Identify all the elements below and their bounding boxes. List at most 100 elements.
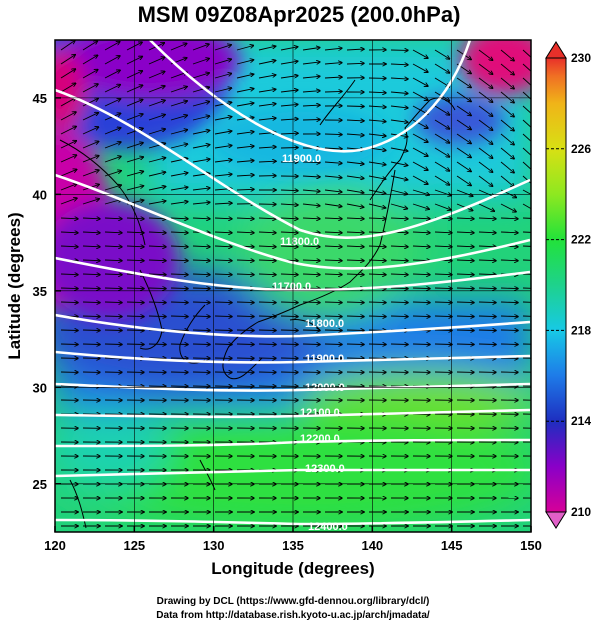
wind-arrow [412, 232, 430, 233]
wind-arrow [148, 100, 165, 107]
wind-arrow [368, 302, 386, 303]
contour-line [55, 438, 531, 448]
wind-arrow [368, 344, 386, 345]
wind-arrow [126, 218, 144, 219]
wind-arrow [126, 143, 143, 149]
wind-arrow [478, 77, 493, 88]
y-axis-ticks: 25 30 35 40 45 [33, 91, 531, 492]
wind-arrow [324, 232, 342, 233]
wind-arrow [500, 119, 514, 131]
wind-arrow [302, 316, 320, 317]
wind-arrow [390, 175, 408, 180]
wind-arrow [192, 102, 209, 107]
wind-arrow [104, 70, 120, 79]
wind-arrow [170, 316, 188, 317]
wind-arrow [346, 203, 364, 207]
credit-line-2: Data from http://database.rish.kyoto-u.a… [156, 610, 430, 621]
wind-arrow [258, 302, 276, 303]
wind-arrow [82, 84, 98, 93]
wind-arrow [478, 147, 493, 158]
wind-arrow [280, 204, 298, 205]
wind-arrow [60, 55, 75, 65]
wind-arrow [456, 330, 474, 331]
wind-arrow [324, 134, 342, 135]
wind-arrow [522, 105, 531, 114]
wind-arrow [60, 98, 76, 107]
wind-arrow [434, 288, 452, 289]
wind-arrow [346, 246, 364, 247]
wind-arrow [500, 316, 518, 317]
wind-arrow [302, 260, 320, 261]
wind-arrow [236, 60, 254, 65]
wind-arrow [346, 120, 364, 121]
wind-arrow [412, 274, 430, 275]
wind-arrow [456, 161, 471, 172]
wind-arrow [412, 175, 428, 184]
wind-arrow [390, 260, 408, 261]
wind-arrow [104, 316, 122, 317]
wind-arrow [324, 260, 342, 261]
wind-arrow [170, 260, 188, 261]
wind-arrow [412, 302, 430, 303]
wind-arrow [302, 120, 320, 121]
wind-arrow [412, 288, 430, 289]
wind-arrow [434, 274, 452, 275]
wind-arrow [82, 55, 98, 65]
wind-arrow [346, 63, 364, 64]
wind-arrow [60, 302, 78, 303]
wind-arrow [170, 187, 188, 191]
wind-arrow [346, 218, 364, 219]
contour-label: 11900.0 [282, 153, 321, 165]
wind-arrow [236, 316, 254, 317]
wind-arrow [302, 302, 320, 303]
wind-arrow [60, 246, 78, 247]
wind-arrow [500, 175, 514, 187]
wind-arrow [126, 246, 144, 247]
wind-arrow [192, 344, 210, 345]
contour-label: 11900.0 [305, 353, 344, 365]
wind-arrow [258, 232, 276, 233]
wind-arrow [500, 344, 518, 345]
wind-arrow [412, 77, 428, 86]
wind-arrow [522, 133, 531, 142]
wind-arrow [192, 246, 210, 247]
wind-arrow [126, 57, 142, 65]
wind-arrow [258, 330, 276, 331]
chart-title: MSM 09Z08Apr2025 (200.0hPa) [138, 2, 461, 27]
wind-arrow [60, 218, 78, 219]
colorbar-tick-label: 222 [571, 233, 591, 247]
wind-arrow [478, 119, 493, 130]
wind-arrow [280, 47, 298, 51]
wind-arrow [192, 116, 210, 121]
wind-arrow [82, 70, 98, 79]
wind-arrow [500, 49, 514, 61]
wind-arrow [170, 130, 187, 135]
wind-arrow [126, 71, 142, 79]
wind-arrow [434, 147, 450, 157]
wind-arrow [390, 106, 408, 108]
wind-arrow [522, 147, 531, 156]
wind-arrow [324, 203, 342, 207]
wind-arrow [412, 316, 430, 317]
wind-arrow [148, 344, 166, 345]
wind-arrow [500, 147, 514, 159]
wind-arrow [82, 41, 97, 51]
wind-arrow [412, 49, 428, 58]
wind-arrow [456, 133, 471, 144]
wind-arrow [192, 87, 209, 93]
wind-arrow [302, 162, 320, 163]
wind-arrow [324, 63, 342, 64]
wind-arrow [346, 175, 364, 178]
wind-arrow [258, 75, 276, 79]
wind-arrow [126, 85, 143, 93]
wind-arrow [500, 232, 518, 233]
wind-arrow [412, 203, 429, 209]
wind-arrow [280, 76, 298, 79]
wind-arrow [104, 200, 121, 205]
wind-arrow [214, 117, 232, 121]
wind-arrow [478, 288, 496, 289]
contour-line [55, 408, 531, 419]
wind-arrow [236, 344, 254, 345]
contour-line [55, 173, 531, 270]
